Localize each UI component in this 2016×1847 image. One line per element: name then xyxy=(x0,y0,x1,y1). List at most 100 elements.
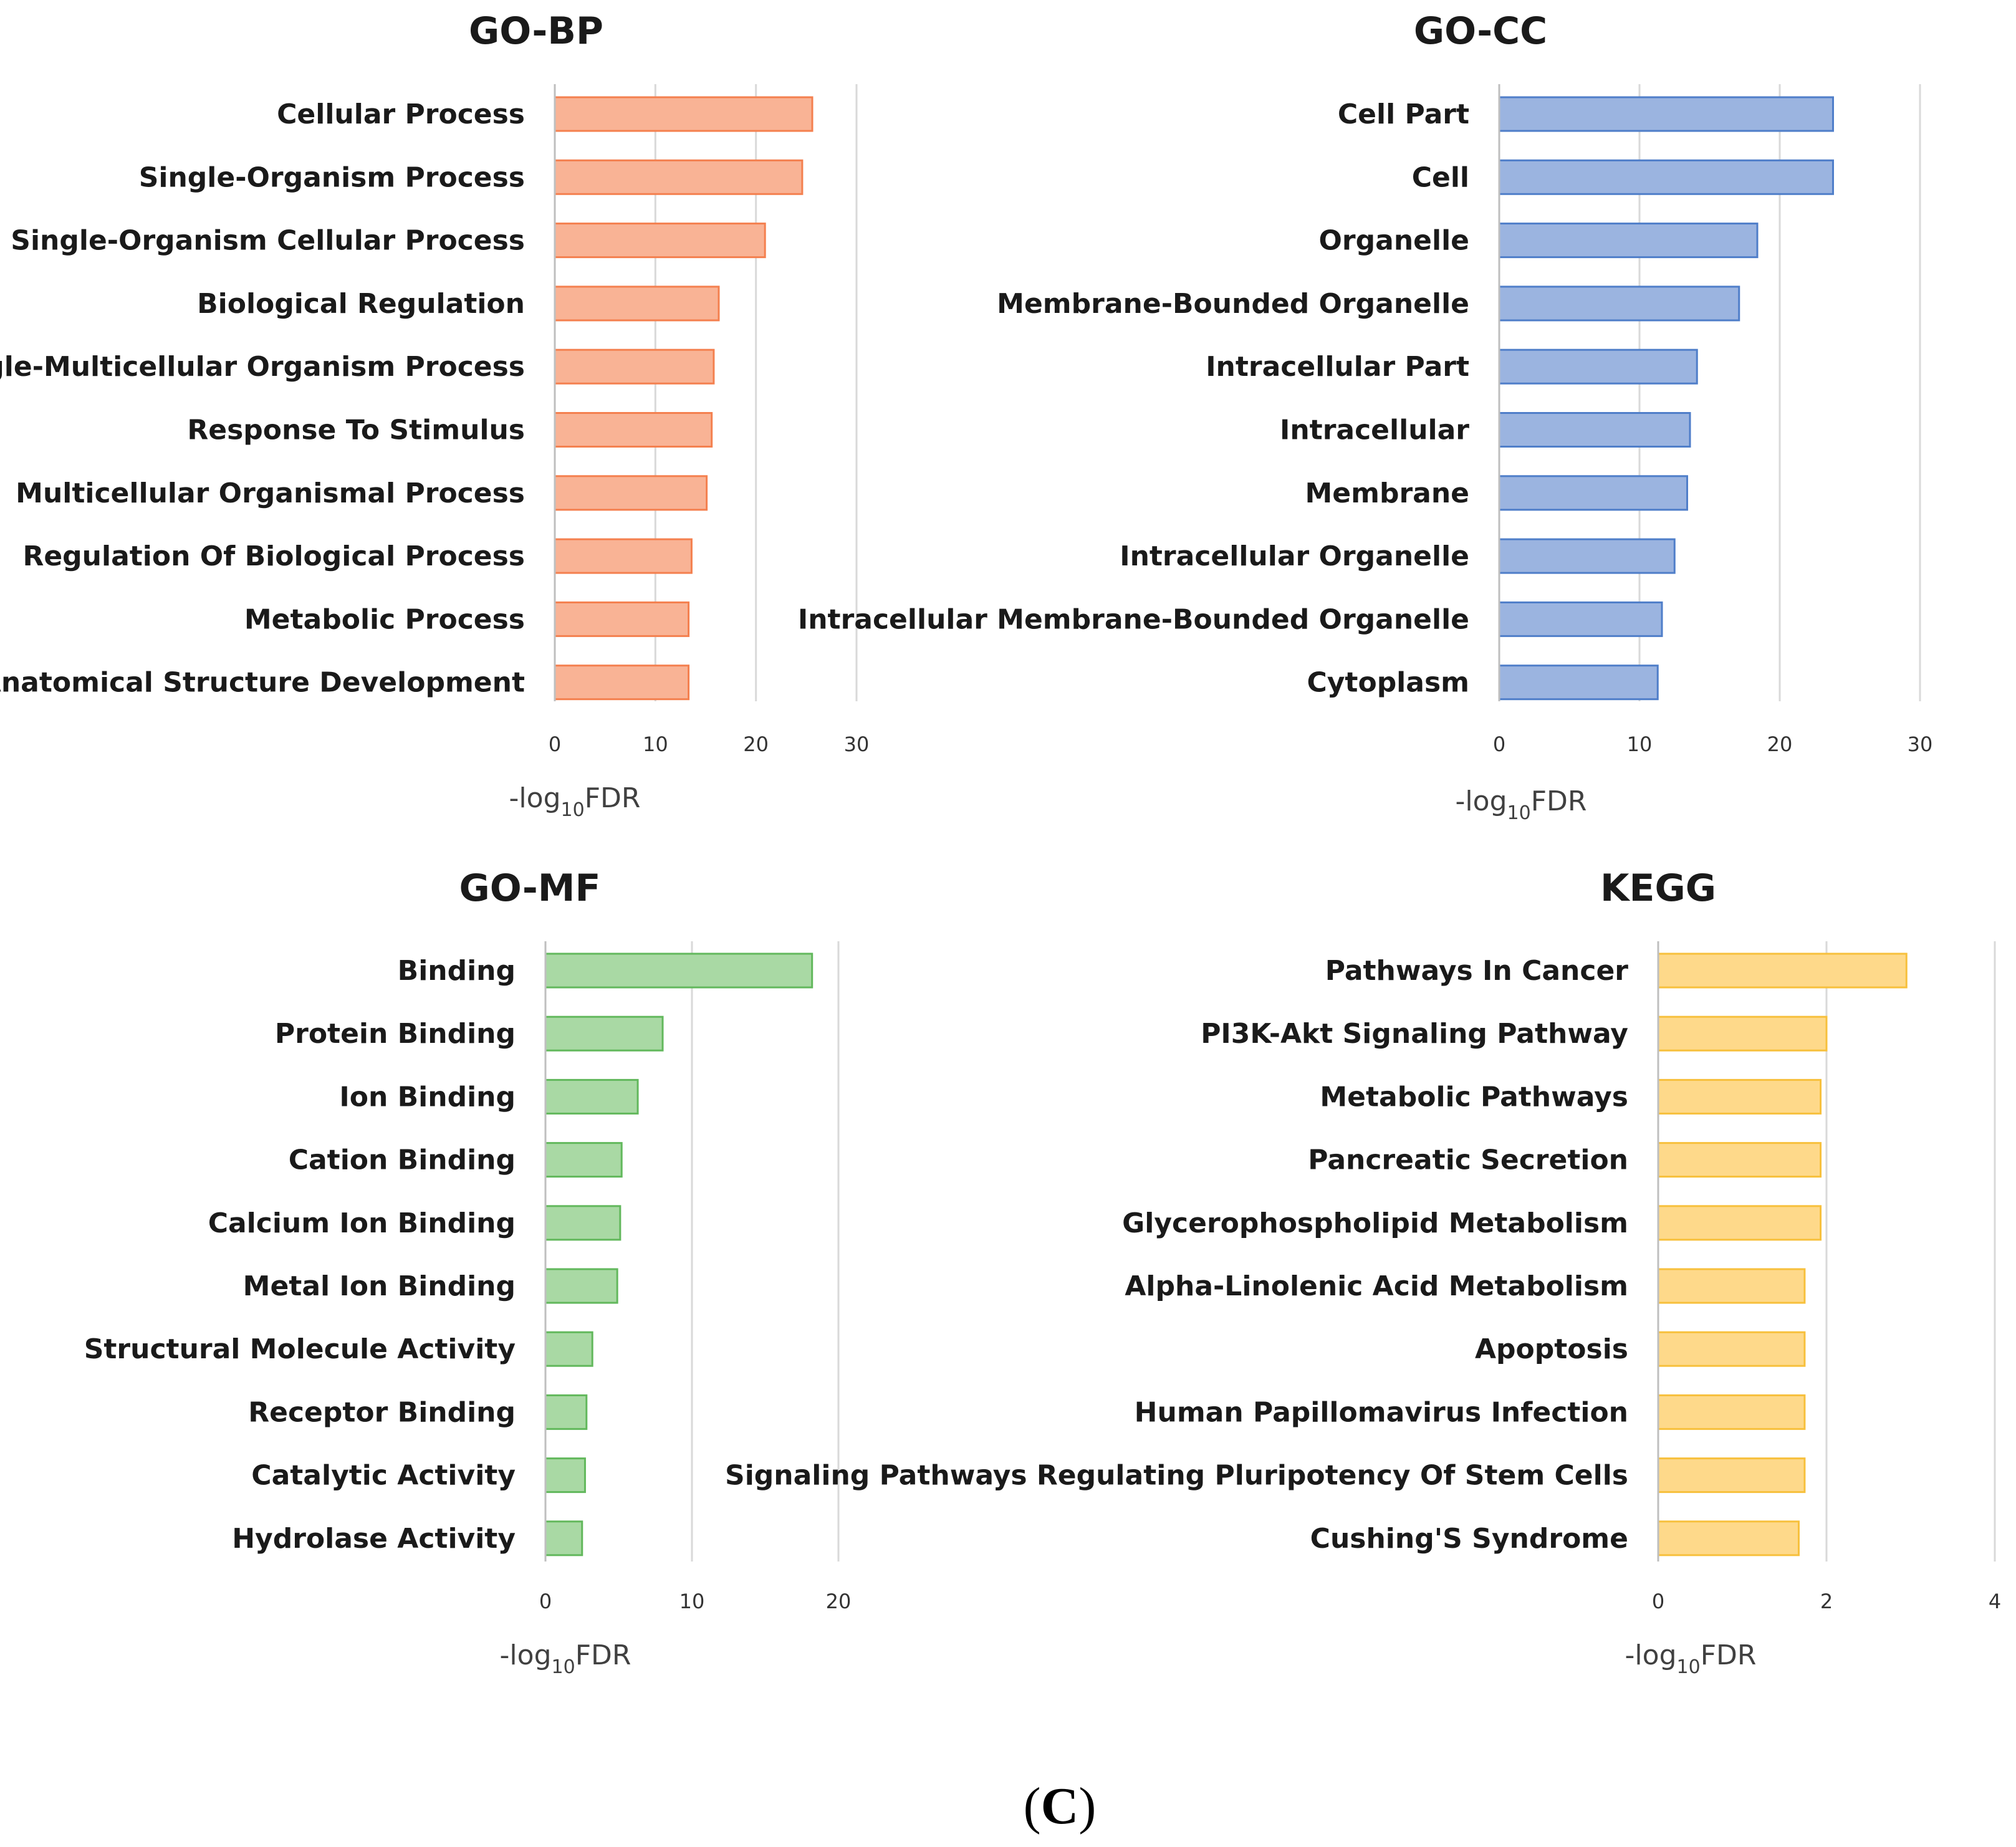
x-tick-label: 0 xyxy=(1652,1590,1664,1613)
x-tick-label: 10 xyxy=(643,732,668,756)
x-tick-label: 4 xyxy=(1989,1590,2001,1613)
category-label: Pancreatic Secretion xyxy=(1308,1144,1628,1176)
bar xyxy=(1657,952,1908,989)
category-label: Human Papillomavirus Infection xyxy=(1135,1396,1628,1428)
chart-title: KEGG xyxy=(1600,866,1716,910)
x-tick-label: 20 xyxy=(826,1590,852,1613)
bar xyxy=(1498,96,1834,132)
category-label: Intracellular Part xyxy=(1206,351,1469,383)
category-label: PI3K-Akt Signaling Pathway xyxy=(1201,1018,1628,1050)
bar xyxy=(1498,601,1663,637)
bar xyxy=(554,96,814,132)
category-label: Response To Stimulus xyxy=(187,415,525,446)
bar xyxy=(1657,1142,1822,1178)
category-label: Single-Organism Process xyxy=(139,161,525,193)
bar xyxy=(544,1015,664,1052)
category-label: Structural Molecule Activity xyxy=(84,1333,516,1365)
bar xyxy=(1498,348,1698,385)
category-label: Biological Regulation xyxy=(197,288,525,320)
bar xyxy=(1657,1520,1800,1557)
x-tick-label: 0 xyxy=(1493,732,1505,756)
x-tick-label: 20 xyxy=(743,732,769,756)
bar xyxy=(1498,538,1676,574)
category-label: Metabolic Process xyxy=(244,603,525,635)
x-axis-label: -log10FDR xyxy=(1625,1639,1757,1678)
x-tick-label: 30 xyxy=(844,732,870,756)
category-label: Cation Binding xyxy=(289,1144,516,1176)
category-label: Apoptosis xyxy=(1475,1333,1628,1365)
bar xyxy=(544,1142,623,1178)
category-label: Metabolic Pathways xyxy=(1320,1081,1628,1113)
category-label: Cushing'S Syndrome xyxy=(1310,1523,1628,1555)
category-label: Intracellular Membrane-Bounded Organelle xyxy=(798,603,1469,635)
bar xyxy=(544,1394,588,1430)
bar xyxy=(1498,412,1691,448)
x-tick-label: 0 xyxy=(539,1590,552,1613)
bar xyxy=(1657,1205,1822,1241)
bar xyxy=(554,475,708,511)
category-label: Anatomical Structure Development xyxy=(0,667,525,699)
x-tick-label: 0 xyxy=(549,732,561,756)
bar xyxy=(554,159,804,195)
category-label: Multicellular Organismal Process xyxy=(16,477,525,509)
category-label: Cellular Process xyxy=(277,98,525,130)
bar xyxy=(554,285,720,322)
bar xyxy=(1657,1015,1828,1052)
category-label: Signaling Pathways Regulating Pluripoten… xyxy=(725,1460,1628,1492)
bar xyxy=(1657,1394,1806,1430)
bar xyxy=(554,664,690,701)
chart-title: GO-BP xyxy=(469,9,603,53)
category-label: Membrane-Bounded Organelle xyxy=(997,288,1469,320)
bar xyxy=(1498,664,1659,701)
category-label: Organelle xyxy=(1319,225,1469,257)
category-label: Pathways In Cancer xyxy=(1325,955,1629,987)
x-axis-label: -log10FDR xyxy=(509,782,641,821)
bar xyxy=(1657,1268,1806,1304)
bar xyxy=(1657,1457,1806,1494)
category-label: Binding xyxy=(398,955,516,987)
category-label: Alpha-Linolenic Acid Metabolism xyxy=(1125,1270,1628,1302)
bar xyxy=(544,1268,618,1304)
bar xyxy=(554,538,693,574)
category-label: Single-Multicellular Organism Process xyxy=(0,351,525,383)
x-tick-label: 10 xyxy=(679,1590,705,1613)
category-label: Hydrolase Activity xyxy=(232,1523,516,1555)
bar xyxy=(1498,159,1834,195)
chart-kegg: KEGG 0 2 4 Pathways In Cancer PI3K-Akt Signal… xyxy=(725,866,2001,1678)
category-label: Cell xyxy=(1412,161,1469,193)
category-label: Regulation Of Biological Process xyxy=(22,540,525,572)
category-label: Single-Organism Cellular Process xyxy=(11,225,525,257)
x-tick-label: 10 xyxy=(1627,732,1653,756)
x-tick-label: 20 xyxy=(1767,732,1793,756)
bar xyxy=(554,601,690,637)
category-label: Membrane xyxy=(1305,477,1469,509)
bar xyxy=(1498,285,1740,322)
category-label: Catalytic Activity xyxy=(251,1460,516,1492)
x-axis-label: -log10FDR xyxy=(1456,785,1587,824)
category-label: Protein Binding xyxy=(275,1018,516,1050)
bar xyxy=(1657,1078,1822,1115)
bar xyxy=(1498,475,1688,511)
bar xyxy=(1657,1331,1806,1367)
bar xyxy=(544,1205,622,1241)
x-axis-label: -log10FDR xyxy=(500,1639,631,1678)
bar xyxy=(554,223,766,259)
bar xyxy=(544,952,814,989)
x-tick-label: 30 xyxy=(1908,732,1933,756)
bar xyxy=(1498,223,1759,259)
category-label: Ion Binding xyxy=(339,1081,516,1113)
category-label: Intracellular Organelle xyxy=(1120,540,1469,572)
x-tick-label: 2 xyxy=(1820,1590,1833,1613)
category-label: Cytoplasm xyxy=(1307,667,1469,699)
bar xyxy=(544,1457,586,1494)
bar xyxy=(554,412,713,448)
category-label: Cell Part xyxy=(1338,98,1469,130)
chart-go-bp: GO-BP 0 10 20 30 Cellular Process Single-Organ… xyxy=(0,9,869,821)
bar xyxy=(544,1331,593,1367)
bar xyxy=(554,348,715,385)
category-label: Metal Ion Binding xyxy=(243,1270,516,1302)
bar xyxy=(544,1520,583,1557)
chart-go-cc: GO-CC 0 10 20 30 Cell Part Cell Organelle Membra… xyxy=(798,9,1933,824)
bar xyxy=(544,1078,639,1115)
